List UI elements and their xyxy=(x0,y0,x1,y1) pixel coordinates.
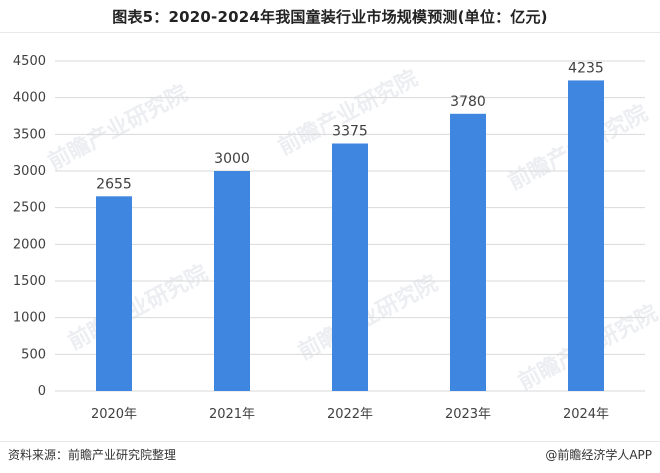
y-tick-label: 2000 xyxy=(13,237,46,252)
data-label: 3375 xyxy=(332,124,368,140)
credit-note: @前瞻经济学人APP xyxy=(545,448,652,462)
data-label: 2655 xyxy=(96,176,132,192)
bars xyxy=(96,80,604,392)
bar xyxy=(450,113,486,392)
x-axis-ticks: 2020年 2021年 2022年 2023年 2024年 xyxy=(91,407,609,422)
chart-title: 图表5：2020-2024年我国童装行业市场规模预测(单位：亿元) xyxy=(112,8,548,26)
y-tick-label: 1000 xyxy=(13,311,46,326)
bar xyxy=(96,196,132,391)
data-labels: 2655 3000 3375 3780 4235 xyxy=(96,60,604,192)
y-tick-label: 2500 xyxy=(13,201,46,216)
y-axis-ticks: 0 500 1000 1500 2000 2500 3000 3500 4000 4500 xyxy=(13,54,46,399)
x-tick-label: 2023年 xyxy=(445,407,491,422)
y-tick-label: 500 xyxy=(21,347,46,362)
bar xyxy=(214,171,250,391)
x-tick-label: 2020年 xyxy=(91,407,137,422)
header-divider xyxy=(0,32,660,33)
y-tick-label: 3500 xyxy=(13,127,46,142)
x-tick-label: 2021年 xyxy=(209,407,255,422)
x-tick-label: 2024年 xyxy=(563,407,609,422)
y-tick-label: 4500 xyxy=(13,54,46,69)
source-note: 资料来源：前瞻产业研究院整理 xyxy=(8,448,177,462)
data-label: 3000 xyxy=(214,151,250,167)
y-tick-label: 3000 xyxy=(13,164,46,179)
bar xyxy=(332,143,368,391)
y-tick-label: 0 xyxy=(38,384,46,399)
y-tick-label: 4000 xyxy=(13,91,46,106)
x-tick-label: 2022年 xyxy=(327,407,373,422)
footer-divider xyxy=(0,441,660,442)
y-tick-label: 1500 xyxy=(13,274,46,289)
bar xyxy=(568,80,604,391)
data-label: 4235 xyxy=(568,60,604,76)
data-label: 3780 xyxy=(450,94,486,110)
